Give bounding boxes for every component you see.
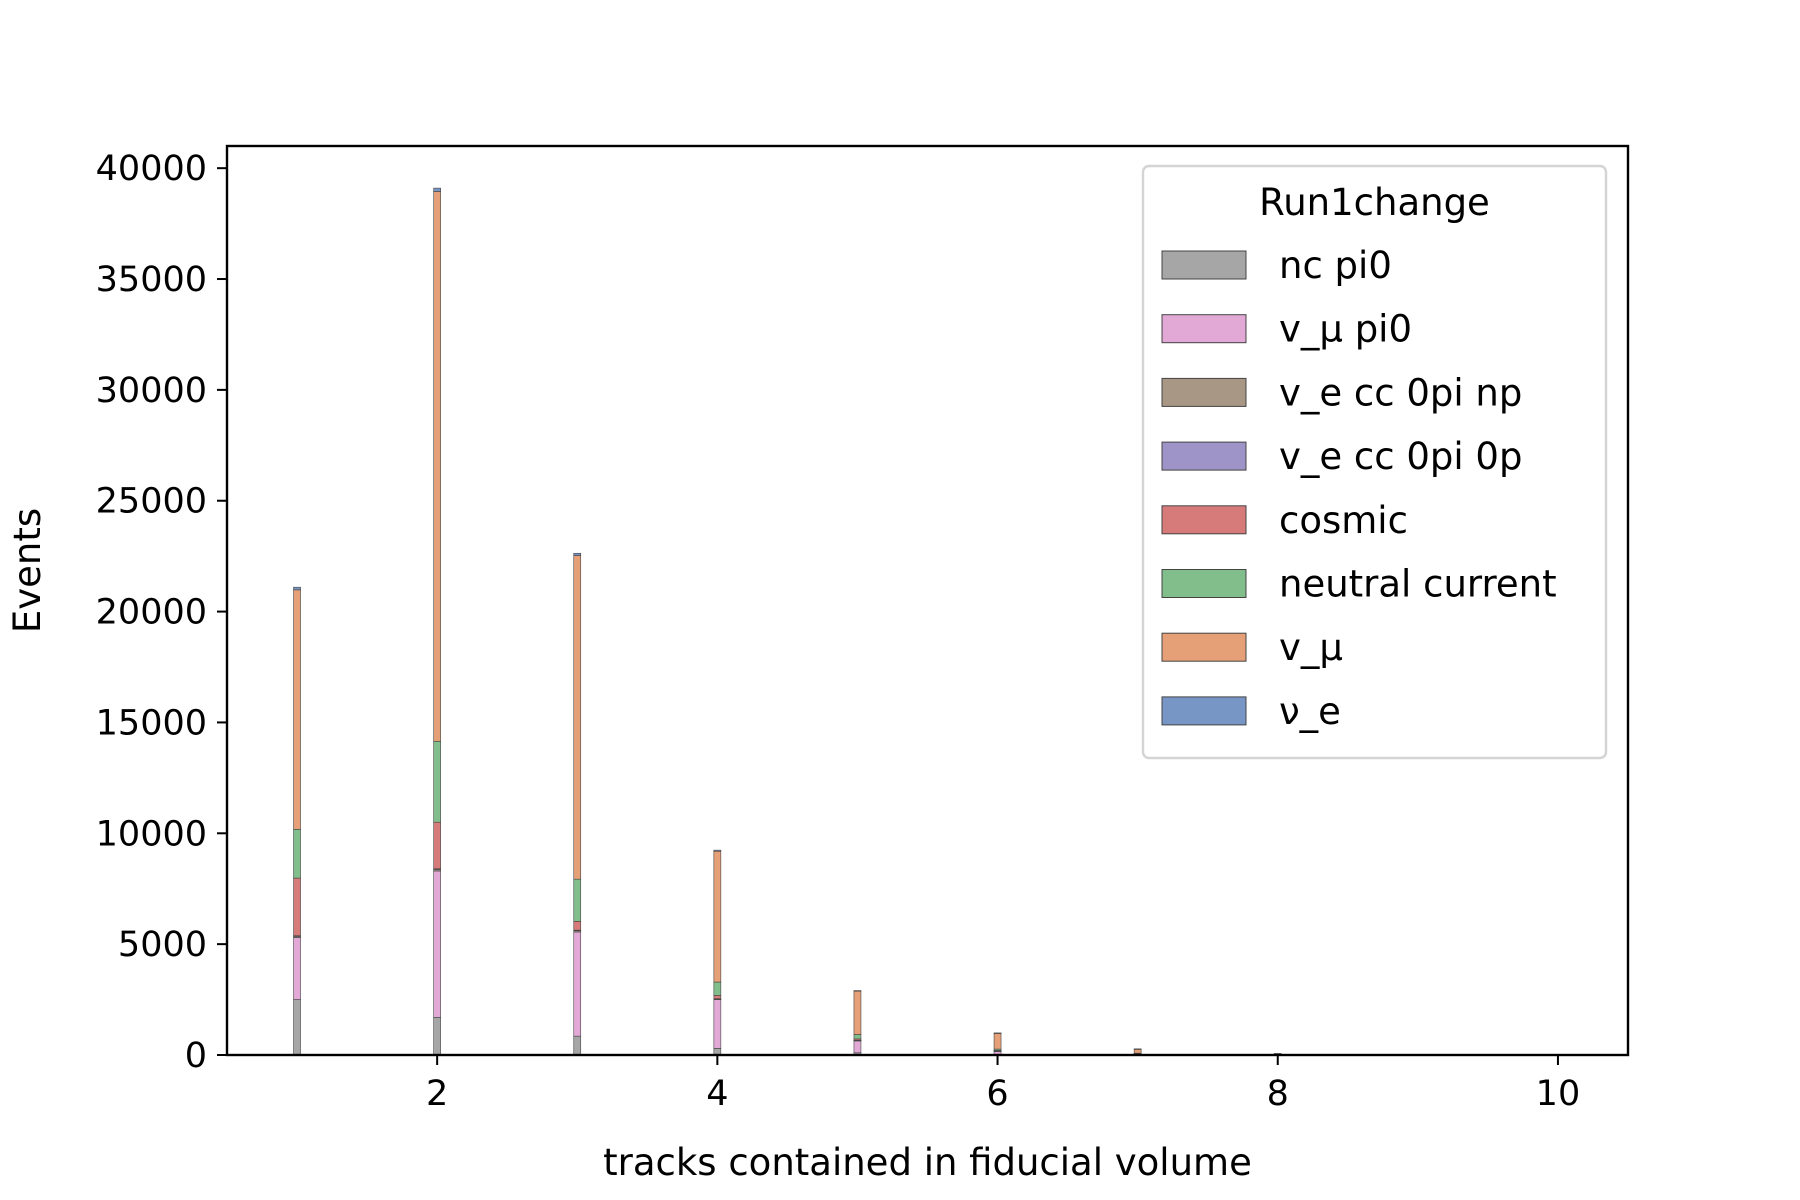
y-tick-label: 0 [185, 1036, 207, 1076]
x-tick-label: 6 [986, 1074, 1008, 1114]
bar-segment--e-x7 [1133, 1048, 1142, 1050]
y-tick-label: 15000 [96, 703, 207, 743]
bar-segment-neutral-current-x2 [433, 740, 441, 823]
bar-segment-v-pi0-x3 [573, 931, 582, 1037]
y-tick-label: 25000 [96, 482, 207, 522]
bar-segment--e-x6 [993, 1032, 1002, 1034]
bar-segment-neutral-current-x1 [293, 829, 301, 879]
legend-label: v_μ [1279, 626, 1343, 669]
x-axis-ticks: 2 4 6 8 10 [426, 1055, 1580, 1114]
legend-box [1141, 164, 1608, 760]
x-axis-label: tracks contained in fiducial volume [603, 1141, 1252, 1184]
legend: Run1change nc pi0 v_μ pi0 v_e cc 0pi np v_e… [1141, 164, 1608, 760]
plot-frame [225, 144, 1630, 1057]
x-tick-label: 8 [1267, 1074, 1289, 1114]
y-axis-ticks: 0 5000 10000 15000 20000 25000 30000 35000 40000 [96, 149, 227, 1076]
legend-label: v_μ pi0 [1279, 308, 1412, 351]
legend-swatch [1161, 696, 1247, 726]
bar-segment-neutral-current-x3 [573, 878, 582, 922]
legend-swatch [1161, 569, 1247, 598]
y-tick-label: 35000 [96, 260, 207, 300]
x-tick-label: 4 [706, 1074, 728, 1114]
x-tick-label: 10 [1536, 1074, 1581, 1114]
bar-segment--e-x4 [713, 849, 722, 852]
legend-label: nc pi0 [1279, 244, 1392, 287]
legend-label: ν_e [1279, 690, 1341, 733]
bar-segment-v-pi0-x4 [713, 999, 722, 1049]
bar-segment-v-pi0-x5 [853, 1040, 862, 1054]
bar-segment-cosmic-x4 [713, 995, 722, 999]
bar-segment-v-pi0-x1 [293, 937, 301, 1000]
bar-segment-nc-pi0-x1 [293, 999, 301, 1056]
x-tick-label: 2 [426, 1074, 448, 1114]
bar-segment-cosmic-x1 [293, 877, 301, 937]
legend-title: Run1change [1259, 181, 1490, 224]
y-tick-label: 20000 [96, 593, 207, 633]
legend-items: nc pi0 v_μ pi0 v_e cc 0pi np v_e cc 0pi 0p c… [1161, 244, 1557, 733]
legend-label: v_e cc 0pi 0p [1279, 435, 1522, 478]
bar-segment--e-x2 [433, 187, 441, 192]
legend-swatch [1161, 505, 1247, 535]
y-tick-label: 10000 [96, 814, 207, 854]
bar-segment-cosmic-x2 [433, 821, 441, 870]
bar-segment-v-pi0-x2 [433, 870, 441, 1018]
legend-swatch [1161, 250, 1247, 280]
y-axis-label: Events [6, 508, 49, 633]
bar-segment-nc-pi0-x3 [573, 1035, 582, 1056]
bar-segment--e-x3 [573, 552, 582, 556]
bar-segment-nc-pi0-x2 [433, 1017, 441, 1056]
bar-segment-neutral-current-x5 [853, 1034, 862, 1040]
bar-segment-neutral-current-x4 [713, 981, 722, 996]
bar-segment-cosmic-x3 [573, 921, 582, 931]
bar-segment--e-x5 [853, 990, 862, 992]
bar-segment-v--x6 [993, 1032, 1002, 1050]
y-tick-label: 30000 [96, 371, 207, 411]
bar-segment-v--x2 [433, 191, 441, 742]
y-tick-label: 5000 [118, 925, 207, 965]
y-tick-label: 40000 [96, 149, 207, 189]
legend-label: v_e cc 0pi np [1279, 371, 1522, 414]
legend-swatch [1161, 441, 1247, 471]
bar-segment-v--x5 [853, 990, 862, 1035]
bar-stacks [293, 187, 1282, 1056]
bar-segment-v--x3 [573, 555, 582, 880]
bar-segment-v--x1 [293, 589, 301, 830]
legend-swatch [1161, 632, 1247, 662]
legend-label: neutral current [1279, 563, 1557, 606]
bar-segment-v--x4 [713, 850, 722, 983]
bar-segment--e-x1 [293, 586, 301, 591]
legend-swatch [1161, 314, 1247, 344]
legend-swatch [1161, 377, 1247, 407]
legend-label: cosmic [1279, 499, 1408, 542]
